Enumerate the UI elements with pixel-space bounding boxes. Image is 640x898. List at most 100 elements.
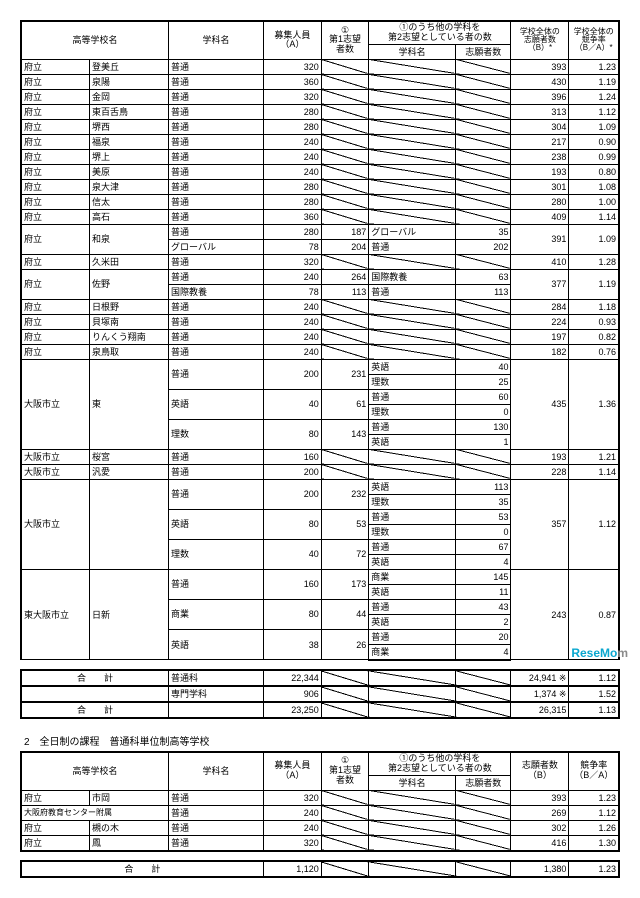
table-row: 府立堺上普通2402380.99 [21, 149, 619, 164]
totals-cap: 22,344 [263, 670, 321, 686]
cell-cap: 240 [263, 314, 321, 329]
cell-rate: 0.76 [569, 344, 619, 359]
cell-dept: 普通 [169, 299, 264, 314]
cell-sec-dept: 理数 [369, 404, 456, 419]
cell-app: 280 [511, 194, 569, 209]
cell-sec-n: 113 [456, 479, 511, 494]
cell-sec-n [456, 59, 511, 74]
hdr-first: ① 第1志望 者数 [321, 21, 368, 59]
cell-first [321, 209, 368, 224]
cell-first [321, 119, 368, 134]
cell-rate: 1.09 [569, 224, 619, 254]
cell-school: 久米田 [89, 254, 168, 269]
cell-dept: 普通 [169, 569, 264, 599]
hdr2-dept: 学科名 [169, 752, 264, 790]
cell-auth: 府立 [21, 59, 89, 74]
cell-school: 堺上 [89, 149, 168, 164]
cell-sec-dept [369, 790, 456, 805]
table-row: 大阪府教育センター附属普通2402691.12 [21, 805, 619, 820]
cell-dept: 国際教養 [169, 284, 264, 299]
cell-app: 301 [511, 179, 569, 194]
cell-dept: 普通 [169, 179, 264, 194]
cell-app: 217 [511, 134, 569, 149]
hdr-second: ①のうち他の学科を 第2志望としている者の数 [369, 21, 511, 44]
table-row: 府立りんくう翔南普通2401970.82 [21, 329, 619, 344]
table-row: 府立堺西普通2803041.09 [21, 119, 619, 134]
table-row: 府立福泉普通2402170.90 [21, 134, 619, 149]
cell-school: 美原 [89, 164, 168, 179]
hdr2-cap: 募集人員 （A） [263, 752, 321, 790]
cell-first: 231 [321, 359, 368, 389]
cell-app: 357 [511, 479, 569, 569]
cell-app: 435 [511, 359, 569, 449]
table-row: 府立市岡普通3203931.23 [21, 790, 619, 805]
cell-dept: 普通 [169, 194, 264, 209]
cell-school: 登美丘 [89, 59, 168, 74]
cell-sec-n [456, 164, 511, 179]
cell-auth: 大阪市立 [21, 479, 89, 569]
totals-rate: 1.23 [569, 861, 619, 877]
cell-rate: 1.23 [569, 59, 619, 74]
cell-app: 228 [511, 464, 569, 479]
cell-auth: 府立 [21, 149, 89, 164]
totals-label: 合 計 [21, 670, 169, 686]
table-row: 府立久米田普通3204101.28 [21, 254, 619, 269]
cell-first [321, 89, 368, 104]
cell-school: 日根野 [89, 299, 168, 314]
hdr-second-dept: 学科名 [369, 44, 456, 59]
cell-school: 泉大津 [89, 179, 168, 194]
cell-app: 393 [511, 790, 569, 805]
cell-rate: 1.30 [569, 835, 619, 851]
table-row: 府立和泉普通280187グローバル353911.09 [21, 224, 619, 239]
cell-dept: 普通 [169, 449, 264, 464]
cell-cap: 320 [263, 89, 321, 104]
cell-app: 313 [511, 104, 569, 119]
cell-sec-n [456, 329, 511, 344]
totals-dept: 普通科 [169, 670, 264, 686]
cell-app: 391 [511, 224, 569, 254]
cell-app: 393 [511, 59, 569, 74]
cell-sec-dept: 国際教養 [369, 269, 456, 284]
cell-sec-n [456, 89, 511, 104]
cell-auth: 東大阪市立 [21, 569, 89, 660]
totals-table-2: 合 計1,1201,3801.23 [20, 860, 620, 878]
cell-app: 410 [511, 254, 569, 269]
table-row: 府立登美丘普通3203931.23 [21, 59, 619, 74]
cell-sec-dept [369, 194, 456, 209]
cell-dept: 英語 [169, 389, 264, 419]
cell-rate: 0.82 [569, 329, 619, 344]
cell-first: 26 [321, 629, 368, 660]
cell-sec-n: 130 [456, 419, 511, 434]
cell-first: 72 [321, 539, 368, 569]
cell-school: 泉鳥取 [89, 344, 168, 359]
cell-sec-dept: 普通 [369, 239, 456, 254]
cell-rate: 1.08 [569, 179, 619, 194]
cell-school: 貝塚南 [89, 314, 168, 329]
cell-rate: 1.19 [569, 269, 619, 299]
cell-auth: 府立 [21, 329, 89, 344]
table-row: 府立日根野普通2402841.18 [21, 299, 619, 314]
cell-school: 桜宮 [89, 449, 168, 464]
cell-school: 泉陽 [89, 74, 168, 89]
cell-sec-dept [369, 59, 456, 74]
cell-cap: 240 [263, 134, 321, 149]
cell-sec-n: 60 [456, 389, 511, 404]
cell-cap: 240 [263, 820, 321, 835]
table-row: 府立泉鳥取普通2401820.76 [21, 344, 619, 359]
cell-cap: 78 [263, 284, 321, 299]
cell-sec-dept [369, 314, 456, 329]
cell-sec-n: 0 [456, 404, 511, 419]
cell-dept: 普通 [169, 209, 264, 224]
hdr2-app: 志願者数 （B） [511, 752, 569, 790]
hdr2-rate: 競争率 （B／A） [569, 752, 619, 790]
cell-first: 143 [321, 419, 368, 449]
cell-sec-dept: グローバル [369, 224, 456, 239]
cell-rate: 1.00 [569, 194, 619, 209]
cell-sec-n [456, 179, 511, 194]
cell-rate: 0.90 [569, 134, 619, 149]
table-row: 府立美原普通2401930.80 [21, 164, 619, 179]
table-row: 大阪市立桜宮普通1601931.21 [21, 449, 619, 464]
cell-first [321, 179, 368, 194]
cell-sec-n: 1 [456, 434, 511, 449]
cell-cap: 40 [263, 389, 321, 419]
